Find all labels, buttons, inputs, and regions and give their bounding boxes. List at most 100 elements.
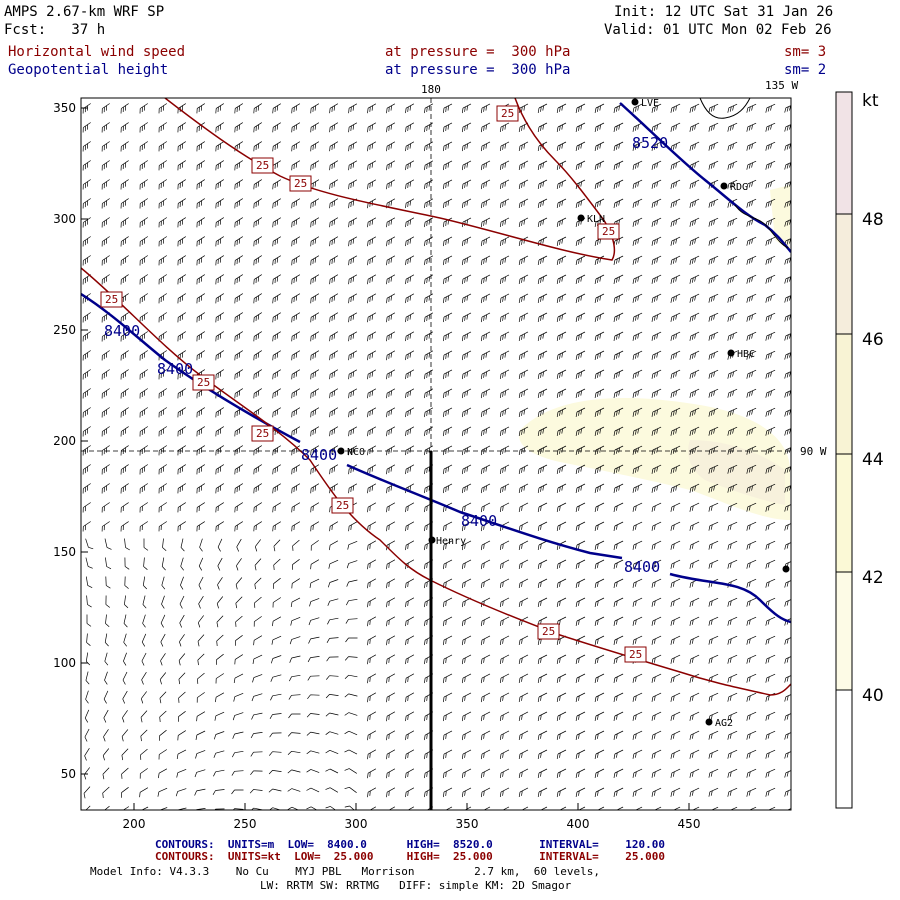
wind-barb <box>537 293 548 304</box>
wind-barb <box>575 692 586 702</box>
wind-barb <box>575 350 586 360</box>
wind-barb <box>325 787 339 793</box>
wind-barb <box>254 558 262 571</box>
wind-barb <box>424 331 434 342</box>
wind-barb <box>499 217 510 228</box>
wind-barb <box>272 274 281 285</box>
wind-barb <box>124 595 129 609</box>
svg-text:25: 25 <box>501 107 514 120</box>
wind-barb <box>215 445 224 456</box>
wind-barb <box>329 198 339 209</box>
wind-barb <box>306 787 320 793</box>
wind-barb <box>234 198 243 209</box>
wind-barb <box>234 483 243 494</box>
wind-barb <box>727 521 738 531</box>
y-tick-300: 300 <box>53 212 76 226</box>
wind-barb <box>689 331 700 341</box>
wind-barb <box>670 255 681 265</box>
wind-barb <box>651 369 662 379</box>
wind-barb <box>159 807 168 810</box>
y-tick-150: 150 <box>53 545 76 559</box>
wind-barb <box>480 426 491 437</box>
wind-barb <box>746 464 757 474</box>
wind-barb <box>518 255 529 266</box>
wind-barb <box>632 103 643 113</box>
station-label-hbc: HBC <box>737 349 755 360</box>
wind-barb <box>345 618 358 624</box>
wind-barb <box>289 636 301 645</box>
wind-barb <box>784 371 791 379</box>
wind-barb <box>424 122 434 133</box>
wind-barb <box>177 293 186 304</box>
wind-barb <box>632 521 643 531</box>
wind-barb <box>651 255 662 265</box>
wind-barb <box>765 540 776 550</box>
wind-barb <box>461 559 472 570</box>
x-tick-450: 450 <box>678 817 701 831</box>
wind-barb <box>177 160 186 171</box>
wind-barb <box>746 654 757 664</box>
wind-barb <box>120 236 129 247</box>
wind-barb <box>651 160 662 170</box>
height-label-8400-d: 8400 <box>461 512 497 530</box>
wind-barb <box>386 312 396 323</box>
wind-barb <box>348 141 358 152</box>
wind-barb <box>82 217 91 228</box>
wind-barb <box>461 673 472 684</box>
wind-barb <box>196 407 205 418</box>
wind-barb <box>178 691 186 703</box>
wind-barb <box>405 103 415 114</box>
wind-barb <box>348 179 358 190</box>
wind-barb <box>104 671 108 685</box>
x-tick-300: 300 <box>345 817 368 831</box>
wind-barb <box>556 274 567 284</box>
wind-barb <box>689 768 700 778</box>
wind-barb <box>196 483 205 494</box>
wind-barb <box>765 141 776 151</box>
wind-barb <box>765 502 776 512</box>
wind-barb <box>405 236 415 247</box>
wind-barb <box>272 407 281 418</box>
wind-barb <box>158 103 167 114</box>
wind-barb <box>405 578 415 589</box>
wind-barb <box>670 711 681 721</box>
wind-barb <box>632 635 643 645</box>
wind-barb <box>651 198 662 208</box>
wind-barb <box>556 122 567 132</box>
wind-barb <box>443 673 453 684</box>
wind-barb <box>328 559 339 569</box>
wind-barb <box>499 293 510 304</box>
wind-barb <box>139 350 148 361</box>
wind-barb <box>499 255 510 266</box>
wind-barb <box>556 141 567 151</box>
wind-barb <box>386 103 396 114</box>
wind-barb <box>177 331 186 342</box>
wind-barb <box>367 464 377 475</box>
wind-barb <box>613 635 624 645</box>
wind-barb <box>556 198 567 208</box>
wind-barb <box>101 521 110 532</box>
station-label-henry: Henry <box>436 536 466 547</box>
wind-barb <box>670 559 681 569</box>
wind-barb <box>139 274 148 285</box>
wind-barb <box>143 557 148 570</box>
wind-barb <box>575 654 586 664</box>
wind-barb <box>443 369 453 380</box>
wind-barb <box>386 331 396 342</box>
wind-barb <box>272 502 281 513</box>
wind-barb <box>708 749 719 759</box>
wind-barb <box>348 103 358 114</box>
forecast-hour: Fcst: 37 h <box>4 22 106 38</box>
wind-barb <box>651 711 662 721</box>
wind-barb <box>461 198 472 209</box>
wind-barb <box>708 502 719 512</box>
wind-barb <box>746 350 757 360</box>
wind-barb <box>405 369 415 380</box>
field1-level: at pressure = 300 hPa <box>385 44 571 60</box>
wind-barb <box>480 350 491 361</box>
wind-barb <box>101 198 110 209</box>
wind-barb <box>310 293 320 304</box>
wind-barb <box>480 483 491 494</box>
wind-barb <box>443 597 453 608</box>
